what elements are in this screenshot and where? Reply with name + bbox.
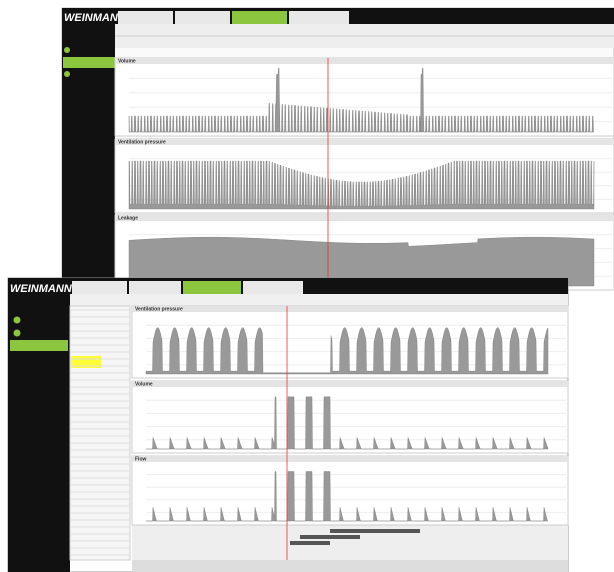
chart-panel — [131, 455, 569, 526]
panel-title: Ventilation pressure — [135, 306, 183, 312]
sidebar — [62, 8, 115, 290]
tab[interactable] — [232, 11, 287, 24]
panel-title: Leakage — [118, 215, 138, 221]
panel-header — [115, 215, 614, 221]
menu-item-active[interactable] — [10, 340, 68, 351]
menu-item-active[interactable] — [63, 57, 115, 68]
sidebar — [8, 278, 70, 572]
panel-header — [115, 139, 614, 145]
waveform — [128, 237, 595, 287]
waveform — [145, 327, 549, 375]
waveform — [146, 471, 548, 522]
panel-header — [132, 306, 568, 312]
time-axis — [132, 560, 568, 572]
waveform — [146, 396, 549, 450]
waveform — [128, 67, 594, 133]
panel-title: Volume — [118, 58, 136, 64]
menu-icon[interactable] — [13, 329, 21, 337]
event-bar — [330, 529, 420, 533]
panel-title: Volume — [135, 381, 153, 387]
back-window: WEINMANN Volume Ventilation pressure Leaka… — [61, 7, 614, 291]
menu-icon[interactable] — [13, 316, 21, 324]
menu-icon[interactable] — [64, 71, 70, 77]
event-bar — [290, 541, 330, 545]
panel-header — [132, 381, 568, 387]
tab[interactable] — [243, 281, 303, 294]
tab[interactable] — [183, 281, 241, 294]
logo: WEINMANN — [10, 283, 73, 295]
panel-header — [132, 456, 568, 462]
session-list — [69, 305, 131, 561]
panel-header — [115, 58, 614, 64]
panel-title: Flow — [135, 456, 146, 462]
tab[interactable] — [289, 11, 349, 24]
front-window: WEINMANN Ventilation pressure Volume Flow — [7, 277, 569, 572]
panel-title: Ventilation pressure — [118, 139, 166, 145]
header-fields — [70, 294, 568, 306]
tab[interactable] — [72, 281, 127, 294]
tab[interactable] — [175, 11, 230, 24]
waveform — [128, 160, 595, 210]
chart-panel — [131, 380, 569, 454]
menu-icon[interactable] — [64, 47, 70, 53]
tab[interactable] — [129, 281, 181, 294]
tab[interactable] — [118, 11, 173, 24]
logo: WEINMANN — [64, 12, 127, 24]
event-bar — [300, 535, 360, 539]
